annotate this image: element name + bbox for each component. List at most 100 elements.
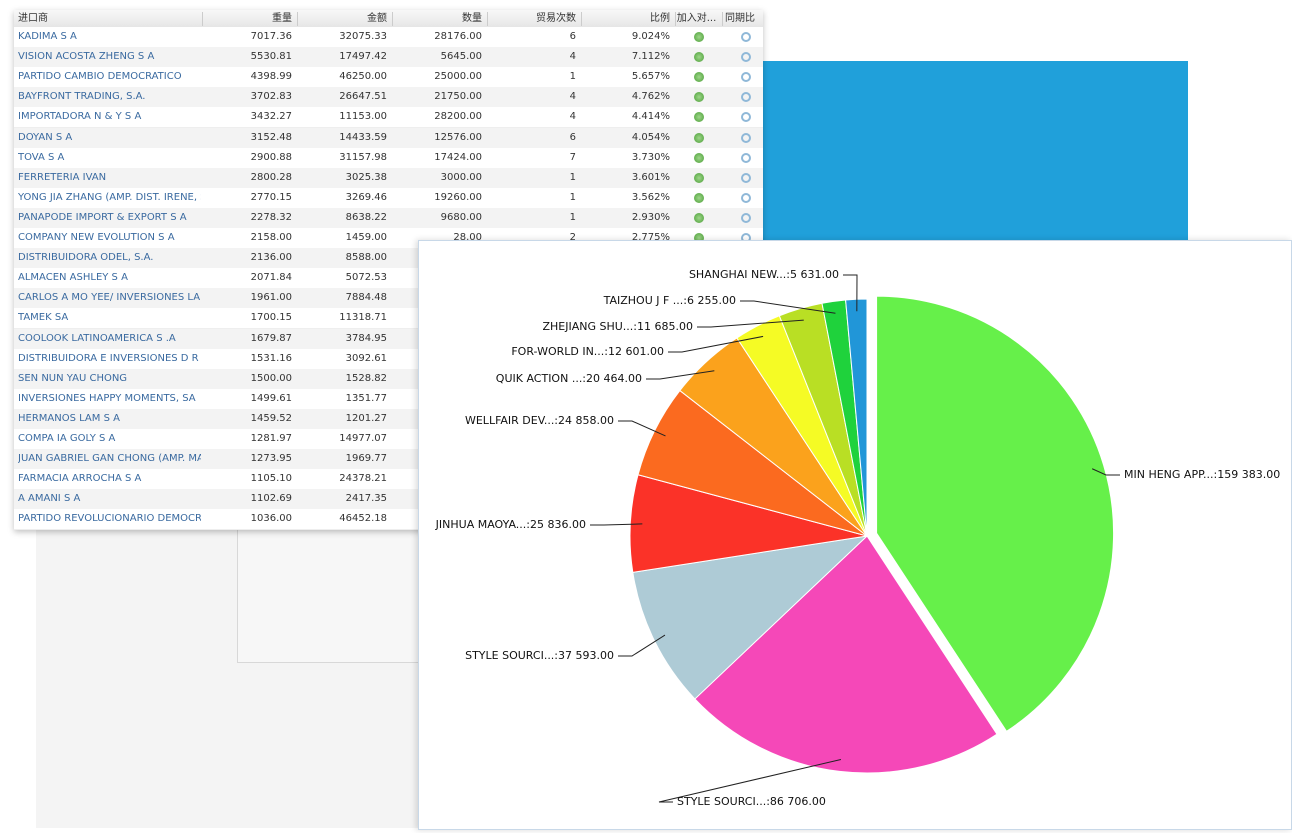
add-compare-icon[interactable] (694, 172, 704, 183)
importer-name[interactable]: PARTIDO REVOLUCIONARIO DEMOCRAT... (18, 513, 201, 525)
importer-name[interactable]: BAYFRONT TRADING, S.A. (18, 91, 146, 103)
table-cell: 24378.21 (339, 473, 387, 485)
table-cell: 3000.00 (440, 171, 482, 183)
table-cell: 2158.00 (250, 232, 292, 243)
add-compare-icon[interactable] (694, 192, 704, 203)
table-cell: 4.054% (631, 131, 670, 143)
leader-line (590, 523, 643, 526)
importer-name[interactable]: COMPA IA GOLY S A (18, 433, 116, 444)
add-compare-icon[interactable] (694, 152, 704, 163)
add-compare-icon[interactable] (694, 212, 704, 223)
header-cell: 数量 (462, 13, 482, 24)
header-divider (487, 12, 488, 26)
importer-name[interactable]: TOVA S A (18, 151, 65, 163)
table-cell: 8588.00 (345, 252, 387, 264)
leader-line (1091, 468, 1120, 476)
chart-panel: MIN HENG APP...:159 383.00 STYLE SOURCI..… (418, 240, 1292, 830)
add-compare-icon[interactable] (694, 32, 704, 42)
compare-icon[interactable] (741, 192, 751, 203)
table-cell: 28176.00 (434, 31, 482, 42)
add-compare-icon[interactable] (694, 52, 704, 63)
importer-name[interactable]: TAMEK SA (18, 312, 69, 324)
slice-label: ZHEJIANG SHU...:11 685.00 (542, 320, 693, 333)
add-compare-icon[interactable] (694, 132, 704, 143)
add-compare-icon[interactable] (694, 112, 704, 123)
table-cell: 1 (569, 71, 576, 83)
add-compare-icon[interactable] (694, 233, 704, 243)
table-cell: 4 (569, 51, 576, 63)
table-cell: 2900.88 (250, 151, 292, 163)
table-cell: 2.775% (631, 232, 670, 243)
add-compare-icon[interactable] (694, 72, 704, 83)
compare-icon[interactable] (741, 92, 751, 103)
importer-name[interactable]: A AMANI S A (18, 493, 81, 505)
table-cell: 4.762% (631, 91, 670, 103)
header-divider (392, 12, 393, 26)
slice-label: WELLFAIR DEV...:24 858.00 (465, 414, 614, 427)
table-cell: 17497.42 (339, 51, 387, 63)
slice-label: STYLE SOURCI...:37 593.00 (465, 649, 614, 662)
leader-line (658, 758, 842, 803)
importer-name[interactable]: INVERSIONES HAPPY MOMENTS, SA (18, 392, 196, 404)
importer-name[interactable]: PARTIDO CAMBIO DEMOCRATICO (18, 71, 182, 83)
importer-name[interactable]: VISION ACOSTA ZHENG S A (18, 51, 155, 63)
table-cell: 2800.28 (250, 171, 292, 183)
table-cell: 8638.22 (345, 211, 387, 223)
header-divider (202, 12, 203, 26)
table-cell: 3702.83 (250, 91, 292, 103)
importer-name[interactable]: DOYAN S A (18, 131, 73, 143)
compare-icon[interactable] (741, 112, 751, 123)
importer-name[interactable]: FERRETERIA IVAN (18, 171, 107, 183)
importer-name[interactable]: HERMANOS LAM S A (18, 412, 120, 424)
slice-label: FOR-WORLD IN...:12 601.00 (511, 345, 664, 358)
header-divider (297, 12, 298, 26)
table-cell: 4 (569, 91, 576, 103)
table-cell: 9680.00 (440, 211, 482, 223)
importer-name[interactable]: COMPANY NEW EVOLUTION S A (18, 232, 175, 243)
table-cell: 7884.48 (345, 292, 387, 304)
table-cell: 1679.87 (250, 332, 292, 344)
add-compare-icon[interactable] (694, 92, 704, 103)
inner-box (237, 520, 439, 663)
importer-name[interactable]: DISTRIBUIDORA E INVERSIONES D R K ... (18, 352, 201, 364)
pie-slice (845, 298, 868, 537)
table-cell: 3269.46 (345, 191, 387, 203)
leader-line (618, 634, 666, 657)
importer-name[interactable]: SEN NUN YAU CHONG (18, 372, 128, 384)
table-cell: 9.024% (631, 31, 670, 42)
importer-name[interactable]: PANAPODE IMPORT & EXPORT S A (18, 211, 187, 223)
importer-name[interactable]: ALMACEN ASHLEY S A (18, 272, 128, 284)
compare-icon[interactable] (741, 52, 751, 63)
compare-icon[interactable] (741, 152, 751, 163)
pie-slice (694, 535, 998, 774)
table-cell: 2071.84 (250, 272, 292, 284)
pie-chart: MIN HENG APP...:159 383.00 STYLE SOURCI..… (435, 268, 1281, 808)
header-cell: 贸易次数 (536, 13, 576, 24)
table-cell: 2 (569, 232, 576, 243)
importer-name[interactable]: KADIMA S A (18, 31, 77, 42)
importer-name[interactable]: YONG JIA ZHANG (AMP. DIST. IRENE, S.... (18, 191, 201, 203)
table-cell: 2417.35 (345, 493, 387, 505)
importer-name[interactable]: FARMACIA ARROCHA S A (18, 473, 142, 485)
leader-line (668, 335, 764, 353)
importer-name[interactable]: COOLOOK LATINOAMERICA S .A (18, 332, 176, 344)
importer-name[interactable]: JUAN GABRIEL GAN CHONG (AMP. MAYO... (18, 453, 201, 465)
blue-panel (760, 61, 1188, 241)
slice-label: JINHUA MAOYA...:25 836.00 (435, 518, 586, 531)
table-cell: 1105.10 (250, 473, 292, 485)
importer-name[interactable]: DISTRIBUIDORA ODEL, S.A. (18, 252, 154, 264)
importer-name[interactable]: CARLOS A MO YEE/ INVERSIONES LA SI... (18, 292, 201, 304)
table-cell: 11153.00 (339, 111, 387, 123)
header-cell: 重量 (272, 13, 292, 24)
compare-icon[interactable] (741, 212, 751, 223)
compare-icon[interactable] (741, 172, 751, 183)
compare-icon[interactable] (741, 32, 751, 42)
compare-icon[interactable] (741, 132, 751, 143)
header-cell: 加入对... (676, 13, 717, 24)
compare-icon[interactable] (741, 72, 751, 83)
importer-name[interactable]: IMPORTADORA N & Y S A (18, 111, 142, 123)
table-cell: 26647.51 (339, 91, 387, 103)
table-cell: 6 (569, 131, 576, 143)
table-cell: 2136.00 (250, 252, 292, 264)
